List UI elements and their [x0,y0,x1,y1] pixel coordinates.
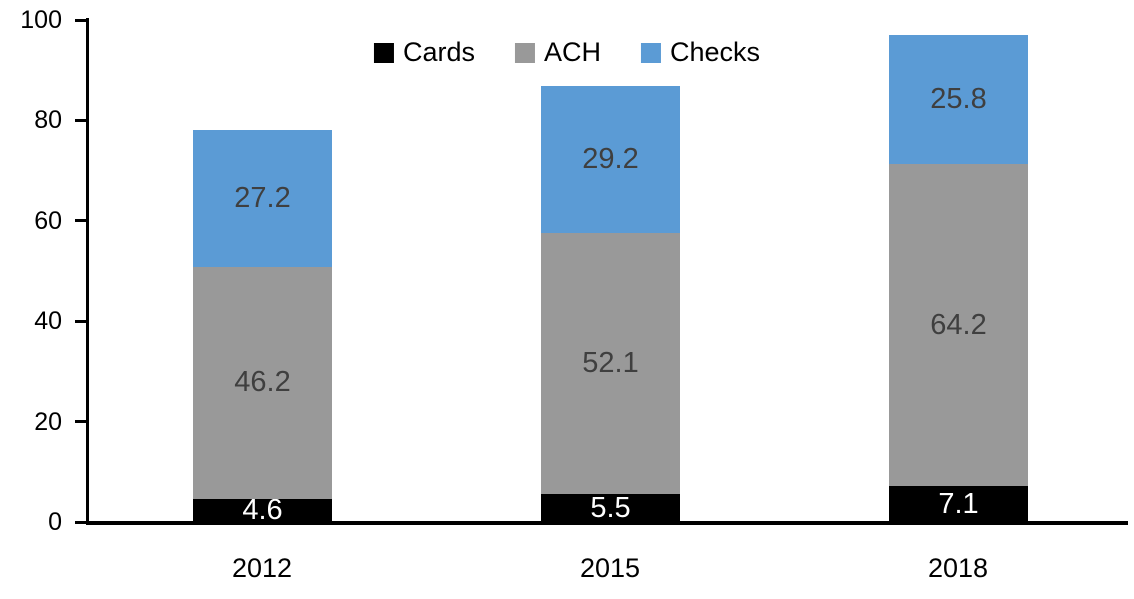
bar-2018-segment-cards: 7.1 [889,486,1028,522]
bar-2012-segment-cards: 4.6 [193,493,332,526]
y-tick-label: 20 [34,408,62,436]
bar-value-label: 25.8 [930,82,987,115]
y-tick [75,19,88,22]
legend-swatch-checks [641,42,662,63]
bar-value-label: 29.2 [582,143,639,176]
bar-value-label: 4.6 [242,493,283,526]
y-tick-label: 100 [20,6,62,34]
bar-2015-segment-ach: 52.1 [541,232,680,495]
legend-label: Checks [670,37,761,67]
legend-item-cards: Cards [373,37,475,68]
y-tick [75,119,88,122]
chart-legend: Cards ACH Checks [373,37,760,68]
x-axis-label-2012: 2012 [231,553,293,583]
bar-2018-segment-ach: 64.2 [889,164,1028,487]
bar-value-label: 64.2 [930,308,987,341]
bar-2018-segment-checks: 25.8 [889,34,1028,165]
y-tick [75,219,88,222]
y-tick-label: 80 [34,106,62,134]
legend-swatch-ach [514,42,535,63]
x-axis-label-2015: 2015 [579,553,641,583]
bar-value-label: 46.2 [234,366,291,399]
x-axis-line [86,521,1128,525]
legend-label: Cards [402,37,475,67]
y-tick-label: 0 [48,508,62,536]
y-tick [75,521,88,524]
bar-value-label: 5.5 [590,491,631,524]
bar-value-label: 52.1 [582,347,639,380]
y-tick [75,320,88,323]
bar-2012-segment-checks: 27.2 [193,130,332,267]
bar-2015-segment-cards: 5.5 [541,491,680,524]
x-axis-label-2018: 2018 [927,553,989,583]
legend-label: ACH [543,37,602,67]
y-tick-label: 60 [34,207,62,235]
bar-2015-segment-checks: 29.2 [541,86,680,233]
bar-value-label: 7.1 [938,487,979,520]
y-axis-line [86,18,89,525]
y-tick [75,420,88,423]
bar-value-label: 27.2 [234,182,291,215]
legend-swatch-cards [373,42,394,63]
y-tick-label: 40 [34,307,62,335]
legend-item-checks: Checks [641,37,760,68]
bar-2012-segment-ach: 46.2 [193,266,332,499]
legend-item-ach: ACH [514,37,602,68]
